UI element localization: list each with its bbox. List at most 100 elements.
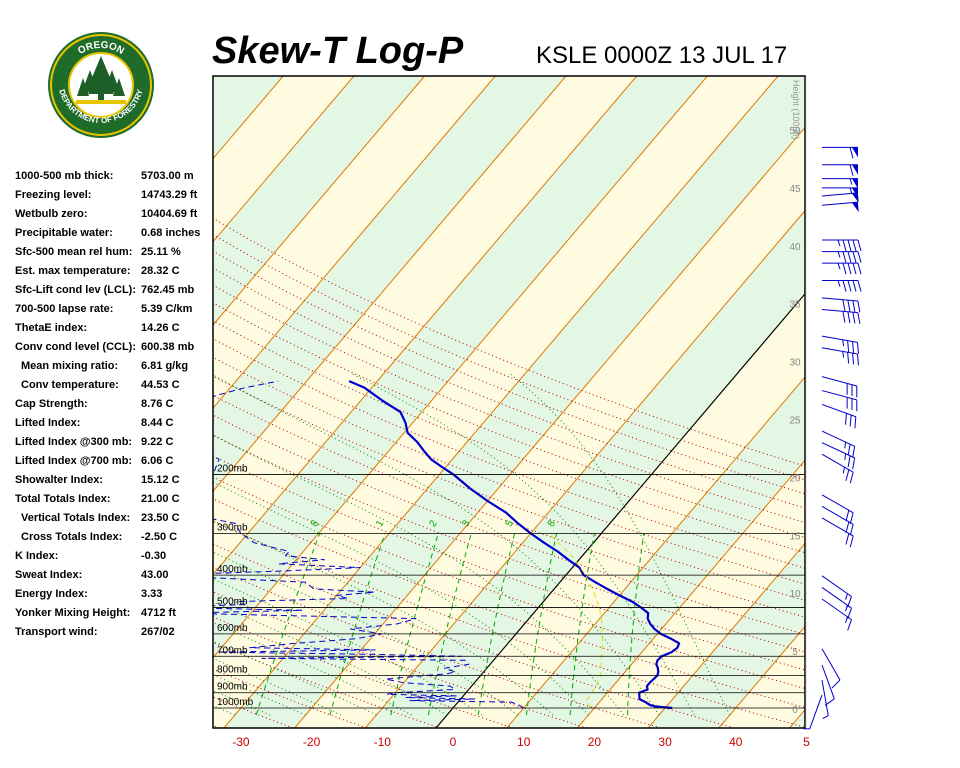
wind-barb-half-flag xyxy=(845,593,848,600)
isotherm-line xyxy=(223,76,779,728)
wind-barb-half-flag xyxy=(842,467,846,474)
moist-adiabat xyxy=(213,481,589,716)
height-tick-label: 5 xyxy=(792,647,798,658)
wind-barb-flag xyxy=(849,524,854,536)
moist-adiabat xyxy=(213,551,519,716)
stat-value: -2.50 C xyxy=(141,531,178,543)
stat-value: 267/02 xyxy=(141,626,175,638)
wind-barb xyxy=(803,694,823,730)
wind-barb-flag xyxy=(856,353,859,366)
moist-adiabat xyxy=(510,373,731,716)
isotherm-line xyxy=(213,76,355,243)
wind-barb-staff xyxy=(821,679,829,716)
wind-barb-flag xyxy=(842,251,847,263)
stat-label: Cap Strength: xyxy=(15,398,88,410)
stat-label: Yonker Mixing Height: xyxy=(15,607,131,619)
wind-barb-flag xyxy=(847,455,851,468)
wind-barb xyxy=(822,262,862,275)
moist-adiabat xyxy=(213,622,412,716)
stat-label: Vertical Totals Index: xyxy=(21,512,131,524)
zero-isotherm xyxy=(435,292,805,728)
wind-barb-flag xyxy=(842,311,846,323)
pressure-label: 600mb xyxy=(217,623,248,634)
stat-label: Sweat Index: xyxy=(15,569,83,581)
stat-value: 6.06 C xyxy=(141,455,174,467)
wind-barb-flag xyxy=(847,352,850,364)
wind-barb-staff xyxy=(821,453,854,473)
logo-top-text: OREGON xyxy=(76,40,126,57)
stat-value: 14.26 C xyxy=(141,322,180,334)
stat-label: Sfc-Lift cond lev (LCL): xyxy=(15,284,136,296)
parcel-path xyxy=(548,533,603,709)
height-tick-label: 0 xyxy=(792,705,798,716)
dry-adiabat xyxy=(213,320,805,554)
stat-value: 8.44 C xyxy=(141,417,174,429)
wind-barb xyxy=(821,192,859,203)
wind-barb-flag xyxy=(852,353,855,365)
wind-barb-flag xyxy=(847,300,851,312)
height-tick-label: 25 xyxy=(789,416,801,427)
wind-barb-flag xyxy=(852,446,856,458)
stat-value: 43.00 xyxy=(141,569,169,581)
wind-barb-flag xyxy=(845,521,850,534)
stat-label: Energy Index: xyxy=(15,588,88,600)
wind-barb-staff xyxy=(821,664,835,699)
wind-barb-flag xyxy=(857,280,862,292)
wind-barb-flag xyxy=(849,147,854,159)
wind-barb-flag xyxy=(842,299,846,312)
wind-barb-flag xyxy=(842,239,847,252)
pressure-label: 900mb xyxy=(217,682,248,693)
wind-barb-flag xyxy=(847,311,851,324)
wind-barb xyxy=(821,442,856,470)
wind-barb-flag xyxy=(852,457,856,470)
temperature-tick-label: 30 xyxy=(658,735,672,749)
wind-barb-flag xyxy=(831,679,841,689)
isotherm-line xyxy=(0,76,142,728)
wind-barb xyxy=(821,664,835,706)
wind-barb-flag xyxy=(856,342,859,354)
moist-adiabat xyxy=(213,519,554,716)
wind-barb-flag xyxy=(852,341,855,353)
height-axis-label: Height (1000ft) xyxy=(791,80,801,140)
wind-barb-half-flag xyxy=(837,239,841,247)
stat-label: Est. max temperature: xyxy=(15,265,131,277)
wind-barb-flag xyxy=(852,239,857,252)
wind-barb-flag xyxy=(849,472,854,484)
mixing-ratio-line xyxy=(427,533,472,716)
wind-barb-flag xyxy=(852,251,857,263)
wind-barb xyxy=(821,430,856,458)
wind-barb xyxy=(822,239,862,252)
stat-value: 6.81 g/kg xyxy=(141,360,189,372)
temperature-tick-label: 5 xyxy=(803,735,810,749)
wind-barb-flag xyxy=(854,416,857,429)
wind-barb-staff xyxy=(821,587,852,609)
wind-barb xyxy=(821,679,829,719)
mixing-ratio-line xyxy=(569,533,595,716)
wind-barb-flag xyxy=(852,263,857,275)
wind-barb-half-flag xyxy=(849,187,853,195)
wind-barb-staff xyxy=(821,335,858,343)
wind-barb xyxy=(821,297,861,313)
wind-barb xyxy=(822,280,862,292)
wind-barb-staff xyxy=(821,648,841,681)
wind-barb-flag xyxy=(842,280,847,292)
wind-barb-pennant xyxy=(851,202,859,213)
wind-barb xyxy=(821,494,854,524)
height-tick-label: 30 xyxy=(789,358,801,369)
wind-barb-half-flag xyxy=(842,351,845,358)
stat-value: -0.30 xyxy=(141,550,167,562)
wind-barb xyxy=(821,403,857,429)
stat-value: 9.22 C xyxy=(141,436,174,448)
wind-barb-pennant xyxy=(852,178,858,189)
wind-barb-staff xyxy=(821,390,857,401)
wind-barb xyxy=(821,335,859,354)
tree-icon xyxy=(76,56,126,104)
svg-text:OREGON: OREGON xyxy=(76,40,126,57)
dry-adiabat xyxy=(213,724,220,728)
wind-barb-half-flag xyxy=(837,263,841,270)
wind-barb-flag xyxy=(849,164,854,176)
wind-barb-half-flag xyxy=(845,616,848,623)
wind-barb-staff xyxy=(821,297,858,302)
wind-barb-half-flag xyxy=(845,605,848,612)
stat-value: 25.11 % xyxy=(141,246,181,258)
